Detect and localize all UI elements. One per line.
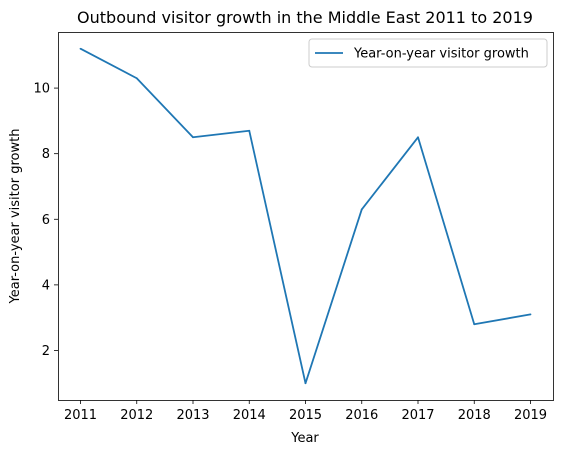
data-point: [360, 208, 363, 211]
data-point: [79, 47, 82, 50]
data-point: [473, 323, 476, 326]
chart-title: Outbound visitor growth in the Middle Ea…: [77, 8, 533, 27]
y-tick-label: 10: [33, 82, 50, 97]
y-tick-label: 6: [42, 213, 50, 228]
x-tick-label: 2015: [289, 408, 322, 423]
data-point: [248, 129, 251, 132]
x-axis-label: Year: [290, 431, 319, 446]
x-tick-label: 2012: [120, 408, 153, 423]
y-tick-label: 4: [42, 278, 50, 293]
y-axis-label: Year-on-year visitor growth: [8, 129, 23, 305]
legend-label: Year-on-year visitor growth: [353, 47, 529, 62]
plot-area: [58, 32, 553, 400]
x-tick-label: 2014: [233, 408, 266, 423]
x-axis-ticks: 2011 2012 2013 2014 2015 2016 2017 2018 2019: [64, 400, 547, 423]
y-tick-label: 8: [42, 147, 50, 162]
legend-box: [308, 38, 548, 68]
x-tick-label: 2016: [345, 408, 378, 423]
x-tick-label: 2011: [64, 408, 97, 423]
data-point: [304, 382, 307, 385]
y-tick-label: 2: [42, 344, 50, 359]
y-axis-ticks: 2 4 6 8 10: [33, 82, 58, 359]
data-point: [135, 77, 138, 80]
x-tick-label: 2019: [514, 408, 547, 423]
x-tick-label: 2017: [401, 408, 434, 423]
data-point: [417, 136, 419, 139]
legend: Year-on-year visitor growth: [308, 38, 548, 68]
series-layer: [79, 47, 532, 385]
data-point: [529, 313, 532, 316]
x-tick-label: 2013: [176, 408, 209, 423]
plot-frame: [58, 32, 554, 401]
x-tick-label: 2018: [458, 408, 491, 423]
data-point: [192, 136, 194, 139]
